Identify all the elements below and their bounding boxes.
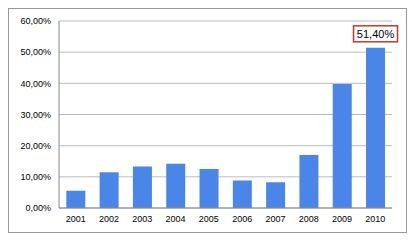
svg-text:2009: 2009 (332, 214, 352, 224)
svg-text:2010: 2010 (365, 214, 385, 224)
svg-text:2001: 2001 (66, 214, 86, 224)
svg-text:51,40%: 51,40% (357, 28, 395, 40)
svg-text:2006: 2006 (232, 214, 252, 224)
svg-text:2004: 2004 (166, 214, 186, 224)
svg-text:30,00%: 30,00% (20, 110, 51, 120)
svg-text:0,00%: 0,00% (25, 203, 51, 213)
svg-text:40,00%: 40,00% (20, 79, 51, 89)
svg-text:10,00%: 10,00% (20, 172, 51, 182)
svg-text:60,00%: 60,00% (20, 16, 51, 26)
svg-text:2008: 2008 (299, 214, 319, 224)
svg-text:2007: 2007 (265, 214, 285, 224)
svg-text:2005: 2005 (199, 214, 219, 224)
svg-text:2002: 2002 (99, 214, 119, 224)
svg-text:50,00%: 50,00% (20, 47, 51, 57)
svg-text:2003: 2003 (132, 214, 152, 224)
svg-text:20,00%: 20,00% (20, 141, 51, 151)
